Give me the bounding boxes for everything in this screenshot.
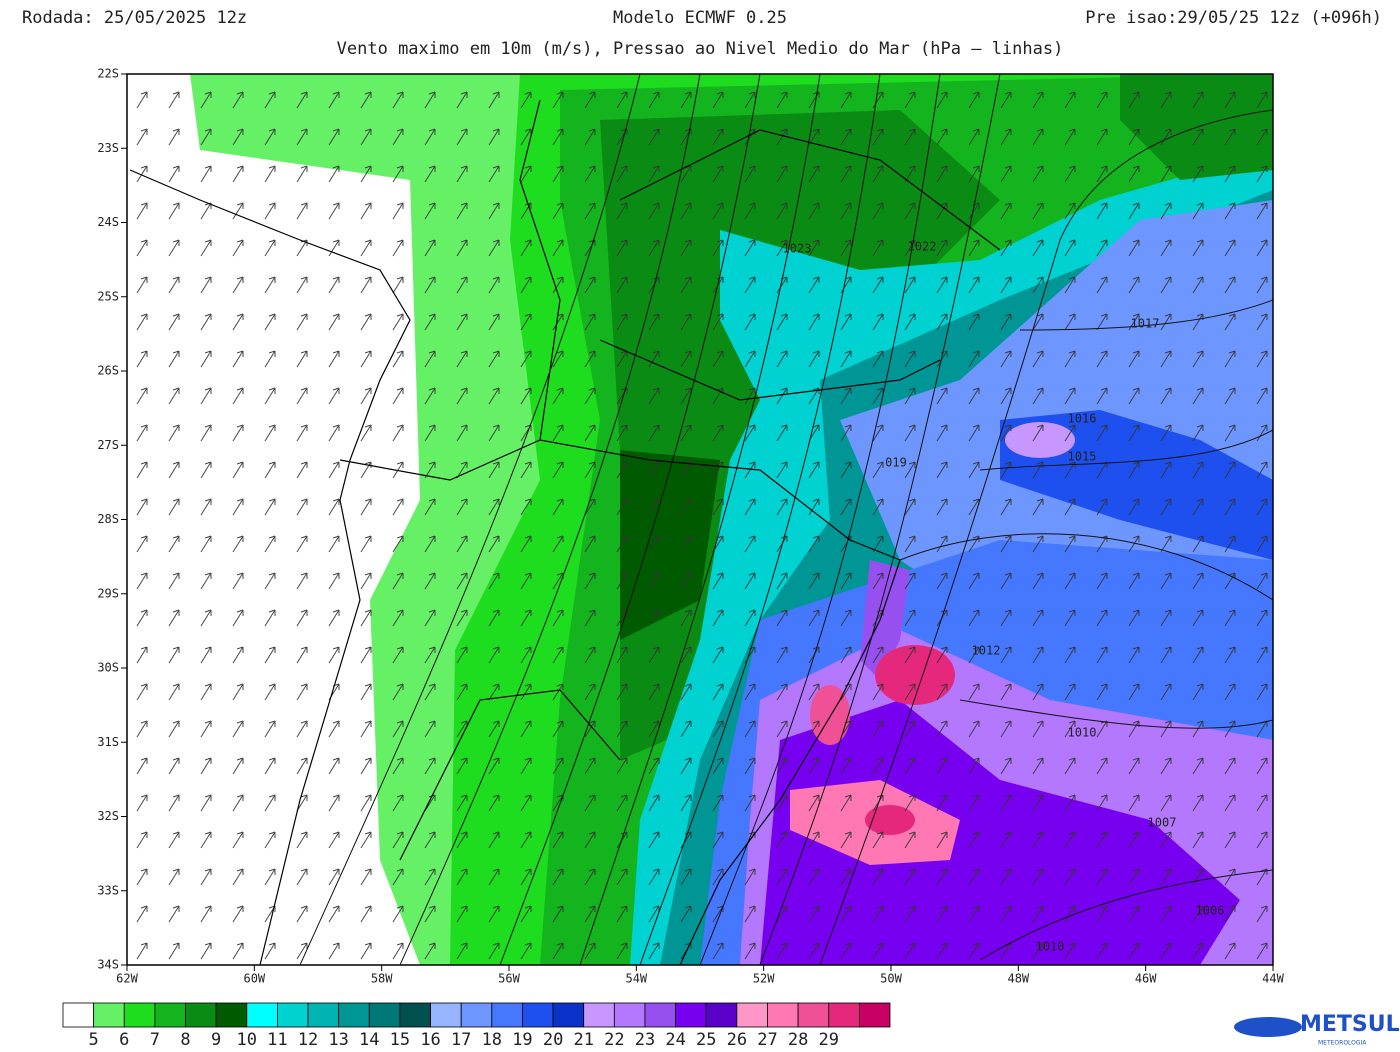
lon-label: 58W [371,972,393,986]
colorbar-swatch [62,1002,95,1028]
lat-label: 33S [97,883,119,897]
lat-label: 32S [97,809,119,823]
logo-tagline: METEOROLOGIA [1318,1040,1367,1047]
colorbar-swatch [522,1002,554,1028]
colorbar-swatch [552,1002,585,1028]
isobar-label: 1006 [1196,904,1225,918]
lon-label: 50W [880,972,902,986]
colorbar-swatch [797,1002,830,1028]
lat-label: 29S [97,586,119,600]
colorbar-swatch [368,1002,401,1028]
colorbar-label: 20 [543,1030,563,1050]
logo: METSUL METEOROLOGIA [1234,1012,1400,1047]
colorbar-swatch [154,1002,186,1028]
colorbar-label: 26 [727,1030,747,1050]
colorbar-swatch [307,1002,340,1028]
isobar-label: 1007 [1148,816,1177,830]
colorbar-swatch [277,1002,309,1028]
colorbar-swatch [246,1002,278,1028]
colorbar-swatch [583,1002,615,1028]
colorbar-swatch [123,1002,156,1028]
lat-label: 23S [97,141,119,155]
colorbar-swatch [828,1002,860,1028]
colorbar-label: 29 [818,1030,838,1050]
colorbar-swatch [93,1002,125,1028]
borders [129,99,1001,965]
colorbar-swatch [185,1002,217,1028]
colorbar-swatch [491,1002,523,1028]
colorbar-swatch [215,1002,248,1028]
isobar-label: 1023 [783,242,812,256]
colorbar-label: 22 [604,1030,624,1050]
lat-label: 27S [97,438,119,452]
lat-label: 26S [97,364,119,378]
colorbar-label: 12 [298,1030,318,1050]
lon-label: 48W [1007,972,1029,986]
lat-label: 30S [97,661,119,675]
colorbar-label: 19 [512,1030,532,1050]
lon-label: 60W [243,972,265,986]
colorbar-swatch [399,1002,431,1028]
colorbar-label: 16 [420,1030,440,1050]
colorbar-swatch [338,1002,370,1028]
lat-label: 34S [97,958,119,972]
model-title: Modelo ECMWF 0.25 [613,8,787,28]
colorbar-label: 11 [267,1030,287,1050]
wind-field [127,74,1273,965]
lat-label: 28S [97,512,119,526]
colorbar-swatch [675,1002,707,1028]
colorbar-label: 25 [696,1030,716,1050]
colorbar-swatch [858,1002,891,1028]
isobar-label: 1010 [1036,940,1065,954]
colorbar-label: 18 [482,1030,502,1050]
lat-label: 25S [97,289,119,303]
colorbar-label: 14 [359,1030,379,1050]
colorbar-swatch [644,1002,676,1028]
subtitle: Vento maximo em 10m (m/s), Pressao ao Ni… [337,39,1064,59]
lat-label: 24S [97,215,119,229]
colorbar-label: 28 [788,1030,808,1050]
lat-label: 22S [97,67,119,81]
isobar-label: 1016 [1068,412,1097,426]
lon-label: 56W [498,972,520,986]
colorbar-swatch [613,1002,646,1028]
colorbar-label: 5 [89,1030,99,1050]
run-label: Rodada: 25/05/2025 12z [22,8,247,28]
colorbar-label: 9 [211,1030,221,1050]
isobar-label: 1012 [972,644,1001,658]
colorbar-label: 8 [180,1030,190,1050]
logo-name: METSUL [1300,1012,1400,1037]
colorbar-label: 7 [150,1030,160,1050]
isobars [299,74,1273,965]
colorbar-swatch [767,1002,799,1028]
lon-label: 62W [116,972,138,986]
lat-label: 31S [97,735,119,749]
lon-label: 46W [1135,972,1157,986]
lon-label: 54W [625,972,647,986]
colorbar-label: 17 [451,1030,471,1050]
colorbar-swatch [736,1002,768,1028]
lon-label: 52W [753,972,775,986]
isobar-label: 019 [885,456,907,470]
colorbar-label: 13 [328,1030,348,1050]
isobar-label: 1015 [1068,450,1097,464]
forecast-label: Pre isao:29/05/25 12z (+096h) [1085,8,1382,28]
colorbar-label: 21 [573,1030,593,1050]
isobar-label: 1017 [1131,317,1160,331]
colorbar-label: 10 [237,1030,257,1050]
colorbar-label: 23 [635,1030,655,1050]
colorbar-label: 6 [119,1030,129,1050]
colorbar-swatch [460,1002,493,1028]
colorbar-label: 27 [757,1030,777,1050]
lon-label: 44W [1262,972,1284,986]
colorbar-label: 15 [390,1030,410,1050]
colorbar-swatch [430,1002,462,1028]
colorbar-label: 24 [665,1030,685,1050]
colorbar-swatch [705,1002,738,1028]
isobar-label: 1022 [908,240,937,254]
isobar-label: 1010 [1068,726,1097,740]
